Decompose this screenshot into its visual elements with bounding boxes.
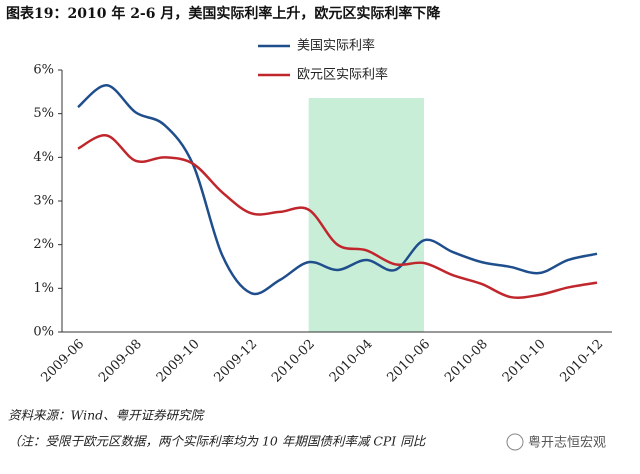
y-tick-label: 6% <box>33 63 54 78</box>
y-tick-label: 3% <box>33 194 54 209</box>
chart-title: 图表19：2010 年 2-6 月，美国实际利率上升，欧元区实际利率下降 <box>6 5 441 22</box>
series-line <box>77 84 598 296</box>
x-tick-label: 2009-12 <box>211 337 260 386</box>
x-tick-label: 2009-08 <box>96 337 145 386</box>
watermark-bg <box>505 430 635 454</box>
x-tick-label: 2010-04 <box>327 337 376 386</box>
y-tick-label: 0% <box>33 325 54 340</box>
legend-label: 美国实际利率 <box>297 38 375 54</box>
shaded-period <box>308 98 424 332</box>
legend-label: 欧元区实际利率 <box>297 67 388 83</box>
source: 资料来源：Wind、粤开证券研究院 <box>8 408 206 423</box>
x-tick-label: 2010-12 <box>557 337 606 386</box>
y-tick-label: 1% <box>33 281 54 296</box>
series-line <box>77 134 598 299</box>
x-tick-label: 2010-02 <box>269 337 318 386</box>
watermark-icon <box>506 433 524 451</box>
x-tick-label: 2009-06 <box>38 337 87 386</box>
y-tick-label: 5% <box>33 106 54 121</box>
x-tick-label: 2010-08 <box>442 337 491 386</box>
x-tick-label: 2010-06 <box>384 337 433 386</box>
y-tick-label: 4% <box>33 150 54 165</box>
x-tick-label: 2009-10 <box>154 337 203 386</box>
watermark: 粤开志恒宏观 <box>528 435 606 451</box>
note: （注：受限于欧元区数据，两个实际利率均为 10 年期国债利率减 CPI 同比 <box>8 434 427 449</box>
x-tick-label: 2010-10 <box>500 337 549 386</box>
y-tick-label: 2% <box>33 237 54 252</box>
